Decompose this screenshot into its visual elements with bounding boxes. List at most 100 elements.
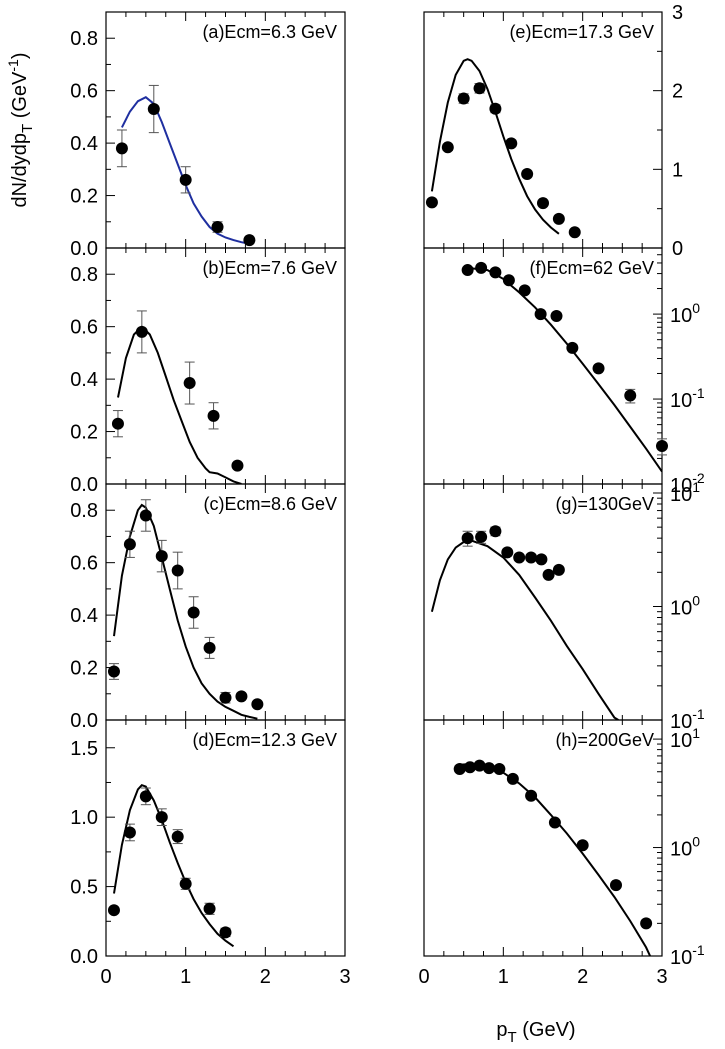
y-tick-label-base-g: 10 [670, 597, 692, 619]
panel-frame-h [423, 719, 663, 957]
panel-title-g: (g)=130GeV [555, 494, 654, 514]
data-point-c [107, 665, 120, 678]
y-axis-title: dN/dydpT (GeV-1) [5, 52, 36, 207]
y-tick-label-f: 100 [670, 300, 700, 327]
panel-b: 0.0 0.2 0.4 0.6 0.8 (b)Ecm=7.6 GeV [70, 247, 346, 496]
y-tick-label-a: 0.8 [70, 28, 98, 50]
panel-frame-g [423, 483, 663, 721]
data-point-h [493, 763, 506, 775]
x-axis-title-unit: (GeV) [517, 1019, 576, 1041]
y-tick-label-base-h: 10 [670, 839, 692, 861]
y-axis-title-close: ) [9, 52, 31, 59]
y-tick-label-exp-g: 0 [692, 592, 700, 608]
y-tick-label-c: 0.6 [70, 553, 98, 575]
model-curve-g [430, 539, 619, 720]
y-tick-label-a: 0.6 [70, 81, 98, 103]
data-point-b [135, 325, 148, 338]
panel-frame-b [105, 247, 346, 485]
data-point-c [171, 564, 184, 577]
y-axis-title-sub: T [19, 124, 36, 133]
data-point-a [243, 234, 256, 247]
y-tick-label-c: 0.2 [70, 658, 98, 680]
y-tick-label-e: 0 [672, 238, 683, 260]
data-point-c [251, 698, 264, 711]
x-tick-label-h: 2 [577, 966, 588, 988]
panel-title-a: (a)Ecm=6.3 GeV [202, 22, 337, 42]
y-axis-title-main: dN/dydp [9, 133, 31, 208]
panel-frame-a [105, 11, 346, 249]
x-axis-title-main: p [496, 1019, 507, 1041]
model-curve-c [113, 503, 258, 720]
panel-title-c: (c)Ecm=8.6 GeV [203, 494, 337, 514]
y-axis-title-unit: (GeV [9, 71, 31, 124]
panel-d: 0.0 0.5 1.0 1.5 0 1 2 3 (d)Ecm=12.3 GeV [70, 719, 351, 988]
data-point-d [219, 926, 232, 939]
data-point-a [211, 221, 224, 234]
data-point-f [566, 341, 579, 354]
data-point-d [179, 877, 192, 890]
y-tick-label-a: 0.0 [70, 238, 98, 260]
data-point-g [475, 530, 488, 543]
data-point-b [183, 377, 196, 390]
y-tick-label-d: 1.0 [70, 807, 98, 829]
data-point-h [453, 763, 466, 775]
y-tick-label-exp-h: -1 [692, 942, 705, 958]
data-point-h [640, 917, 653, 930]
y-tick-label-exp-f: 0 [692, 300, 700, 316]
panel-frame-f [423, 247, 663, 485]
data-point-f [656, 440, 668, 453]
data-point-h [548, 816, 561, 829]
data-point-h [576, 839, 589, 852]
y-tick-label-exp-g: 1 [692, 479, 700, 495]
y-tick-label-exp-h: 1 [692, 725, 700, 741]
panel-title-d: (d)Ecm=12.3 GeV [192, 730, 337, 750]
data-point-c [219, 691, 232, 704]
y-tick-label-e: 3 [672, 2, 683, 24]
y-tick-label-g: 101 [670, 479, 700, 506]
y-axis-title-exp: -1 [5, 59, 21, 72]
y-tick-label-g: 10-1 [670, 706, 705, 733]
panel-title-b: (b)Ecm=7.6 GeV [202, 258, 337, 278]
y-tick-label-f: 10-1 [670, 385, 705, 412]
y-tick-label-b: 0.8 [70, 264, 98, 286]
data-point-f [475, 261, 488, 274]
x-tick-label-h: 3 [656, 966, 667, 988]
data-point-e [441, 141, 454, 154]
y-tick-label-exp-f: -2 [692, 470, 705, 486]
panel-title-e: (e)Ecm=17.3 GeV [509, 22, 654, 42]
y-tick-label-h: 101 [670, 725, 700, 752]
x-tick-label-d: 3 [339, 966, 350, 988]
y-tick-label-c: 0.4 [70, 605, 98, 627]
y-tick-label-e: 1 [672, 159, 683, 181]
y-tick-label-base-f: 10 [670, 475, 692, 497]
data-point-f [592, 362, 605, 375]
data-point-b [207, 409, 220, 422]
panel-frame-d [105, 719, 346, 957]
data-point-g [525, 551, 538, 564]
model-curve-f [467, 266, 662, 473]
data-point-d [155, 811, 168, 824]
x-axis-title: pT (GeV) [496, 1019, 575, 1046]
data-point-e [473, 82, 486, 95]
panel-c: 0.0 0.2 0.4 0.6 0.8 (c)Ecm=8.6 GeV [70, 483, 346, 732]
data-point-f [518, 284, 531, 297]
y-tick-label-exp-g: -1 [692, 706, 705, 722]
data-point-f [502, 274, 515, 287]
data-point-g [461, 532, 474, 545]
data-point-g [535, 553, 548, 566]
data-point-f [624, 389, 637, 402]
data-point-c [123, 538, 136, 551]
y-tick-label-b: 0.0 [70, 474, 98, 496]
y-tick-label-h: 100 [670, 834, 700, 861]
model-curve-b [117, 325, 242, 484]
y-tick-label-base-g: 10 [670, 711, 692, 733]
data-point-h [525, 789, 538, 802]
panel-e: 0 1 2 3 (e)Ecm=17.3 GeV [423, 2, 683, 260]
panel-title-f: (f)Ecm=62 GeV [529, 258, 654, 278]
data-point-h [464, 761, 477, 774]
data-point-e [505, 137, 518, 150]
